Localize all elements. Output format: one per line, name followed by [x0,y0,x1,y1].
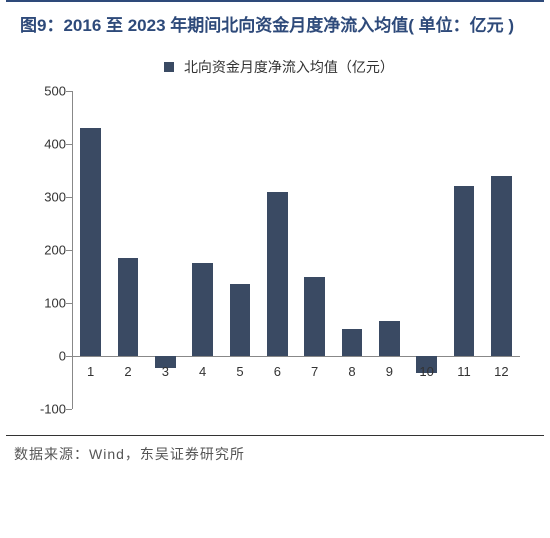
x-tick-label: 8 [348,364,355,379]
x-tick-label: 10 [419,364,433,379]
x-tick-label: 7 [311,364,318,379]
y-tick [66,91,72,92]
chart-title: 图9：2016 至 2023 年期间北向资金月度净流入均值( 单位：亿元 ) [20,12,530,41]
legend-swatch [164,62,174,72]
bar [491,176,512,356]
bar [192,263,213,356]
legend: 北向资金月度净流入均值（亿元） [28,57,530,77]
y-tick [66,303,72,304]
bar [454,186,475,356]
y-tick [66,409,72,410]
x-tick-label: 5 [236,364,243,379]
y-tick-label: -100 [28,401,66,416]
legend-label: 北向资金月度净流入均值（亿元） [184,59,394,75]
x-tick-label: 4 [199,364,206,379]
y-tick-label: 500 [28,83,66,98]
x-axis-line [72,356,520,357]
y-tick-label: 100 [28,295,66,310]
y-tick [66,250,72,251]
chart-area: 北向资金月度净流入均值（亿元） -10001002003004005001234… [0,51,550,409]
x-tick-label: 2 [124,364,131,379]
y-tick-label: 0 [28,348,66,363]
plot-region: -1000100200300400500123456789101112 [72,91,520,409]
y-tick-label: 300 [28,189,66,204]
y-tick-label: 400 [28,136,66,151]
x-tick-label: 11 [457,364,471,379]
chart-title-bar: 图9：2016 至 2023 年期间北向资金月度净流入均值( 单位：亿元 ) [6,0,544,51]
y-tick [66,144,72,145]
bar [118,258,139,356]
x-tick-label: 12 [494,364,508,379]
x-tick-label: 9 [386,364,393,379]
y-tick-label: 200 [28,242,66,257]
bar [80,128,101,356]
x-tick-label: 6 [274,364,281,379]
x-tick-label: 1 [87,364,94,379]
bar [342,329,363,356]
x-tick-label: 3 [162,364,169,379]
y-tick [66,197,72,198]
y-axis-line [72,91,73,409]
bar [379,321,400,355]
source-text: 数据来源：Wind，东吴证券研究所 [0,436,550,472]
bar [304,277,325,355]
bar [267,192,288,356]
bar [230,284,251,356]
